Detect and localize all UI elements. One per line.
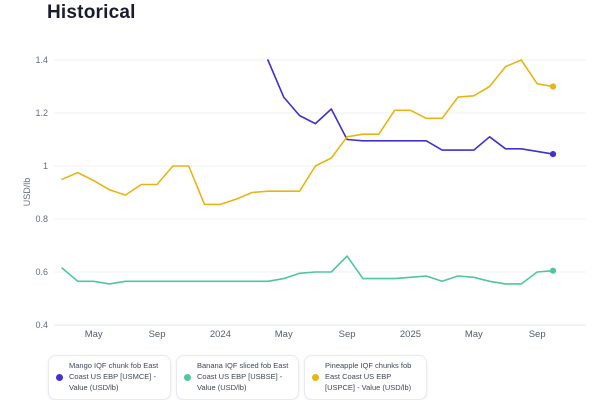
legend-label-pineapple: Pineapple IQF chunks fob East Coast US E… [325, 361, 412, 392]
y-axis-title: USD/lb [22, 178, 32, 207]
pineapple-series-dot-icon [312, 373, 319, 381]
y-tick-label: 0.8 [35, 214, 48, 224]
x-tick-label: May [85, 329, 103, 340]
series-line-2 [61, 59, 554, 206]
mango-series-dot-icon [56, 373, 63, 381]
y-tick-label: 1 [43, 161, 48, 171]
x-tick-label: 2024 [210, 329, 231, 340]
x-tick-label: Sep [339, 329, 356, 340]
legend-label-banana: Banana IQF sliced fob East Coast US EBP … [197, 361, 289, 392]
banana-series-dot-icon [184, 373, 191, 381]
legend-label-mango: Mango IQF chunk fob East Coast US EBP [U… [69, 361, 159, 392]
legend-item-mango[interactable]: Mango IQF chunk fob East Coast US EBP [U… [48, 355, 171, 400]
x-tick-label: Sep [149, 329, 166, 340]
legend-item-pineapple[interactable]: Pineapple IQF chunks fob East Coast US E… [304, 355, 427, 400]
line-chart[interactable]: 1.4 1.2 1 0.8 0.6 0.4 USD/lb May Sep 2024 May Sep 20… [0, 0, 600, 350]
x-tick-label: Sep [529, 329, 546, 340]
series-endpoint-0[interactable] [549, 151, 557, 158]
series-line-0 [267, 59, 554, 155]
chart-legend: Mango IQF chunk fob East Coast US EBP [U… [48, 355, 427, 400]
page-title: Historical [47, 2, 136, 23]
series-endpoint-2[interactable] [549, 83, 557, 90]
legend-item-banana[interactable]: Banana IQF sliced fob East Coast US EBP … [176, 355, 299, 400]
y-tick-label: 0.4 [35, 320, 48, 330]
y-tick-label: 1.2 [35, 108, 48, 118]
y-tick-label: 1.4 [35, 55, 48, 65]
x-tick-label: May [275, 329, 293, 340]
x-tick-label: May [465, 329, 483, 340]
series-endpoint-1[interactable] [549, 267, 557, 274]
y-tick-label: 0.6 [35, 267, 48, 277]
series-line-1 [61, 255, 554, 285]
x-tick-label: 2025 [400, 329, 421, 340]
